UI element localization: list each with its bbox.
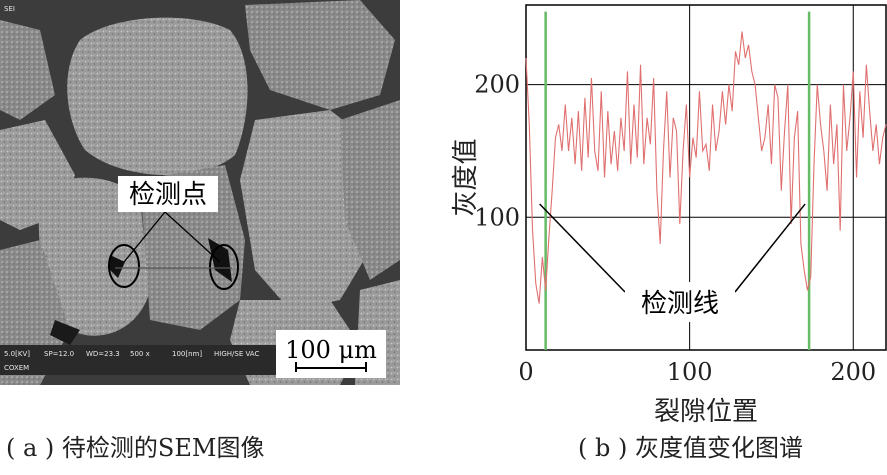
grain bbox=[0, 20, 55, 120]
sem-sp: SP=12.0 bbox=[44, 350, 74, 358]
grain bbox=[245, 0, 395, 110]
sem-scale: 100[nm] bbox=[172, 350, 202, 358]
grain bbox=[340, 100, 400, 280]
callout-line bbox=[164, 211, 221, 263]
detect-line-label: 检测线 bbox=[641, 289, 719, 319]
sem-corner-label: SEI bbox=[4, 5, 15, 13]
detect-point-label: 检测点 bbox=[129, 180, 207, 210]
grain bbox=[67, 17, 248, 176]
sem-maker: COXEM bbox=[4, 364, 29, 372]
scale-bar-box bbox=[276, 330, 386, 378]
grain bbox=[38, 177, 150, 336]
x-axis-label: 裂隙位置 bbox=[654, 397, 758, 427]
gray-value-line bbox=[525, 31, 887, 304]
sem-mode: HIGH/SE VAC bbox=[214, 350, 259, 358]
detect-point-circle bbox=[209, 244, 239, 290]
x-tick-label: 0 bbox=[518, 358, 533, 386]
sem-voltage: 5.0[KV] bbox=[4, 350, 30, 358]
sem-info-bar bbox=[0, 345, 280, 375]
sem-wd: WD=23.3 bbox=[86, 350, 120, 358]
caption-b: ( b ) 灰度值变化图谱 bbox=[578, 434, 803, 462]
callout-line bbox=[539, 203, 626, 293]
crack bbox=[108, 255, 125, 278]
grain bbox=[240, 110, 375, 310]
crack bbox=[50, 320, 80, 345]
callout-line bbox=[734, 203, 806, 293]
sem-image-panel: 检测点 SEI 5.0[KV] SP=12.0 WD=23.3 500 x 10… bbox=[0, 0, 400, 385]
detect-point-circle bbox=[108, 244, 140, 288]
detect-line-label-box bbox=[625, 282, 735, 322]
y-tick-label: 100 bbox=[474, 203, 520, 231]
y-axis-label: 灰度值 bbox=[451, 138, 481, 216]
crack bbox=[208, 238, 232, 282]
x-tick-label: 200 bbox=[830, 358, 876, 386]
detect-point-label-box bbox=[118, 176, 218, 212]
y-tick-label: 200 bbox=[474, 71, 520, 99]
scale-bar-label: 100 μm bbox=[285, 336, 377, 364]
callout-line bbox=[123, 211, 166, 263]
sem-mag: 500 x bbox=[130, 350, 150, 358]
x-tick-label: 100 bbox=[667, 358, 713, 386]
caption-a: ( a ) 待检测的SEM图像 bbox=[6, 434, 265, 462]
